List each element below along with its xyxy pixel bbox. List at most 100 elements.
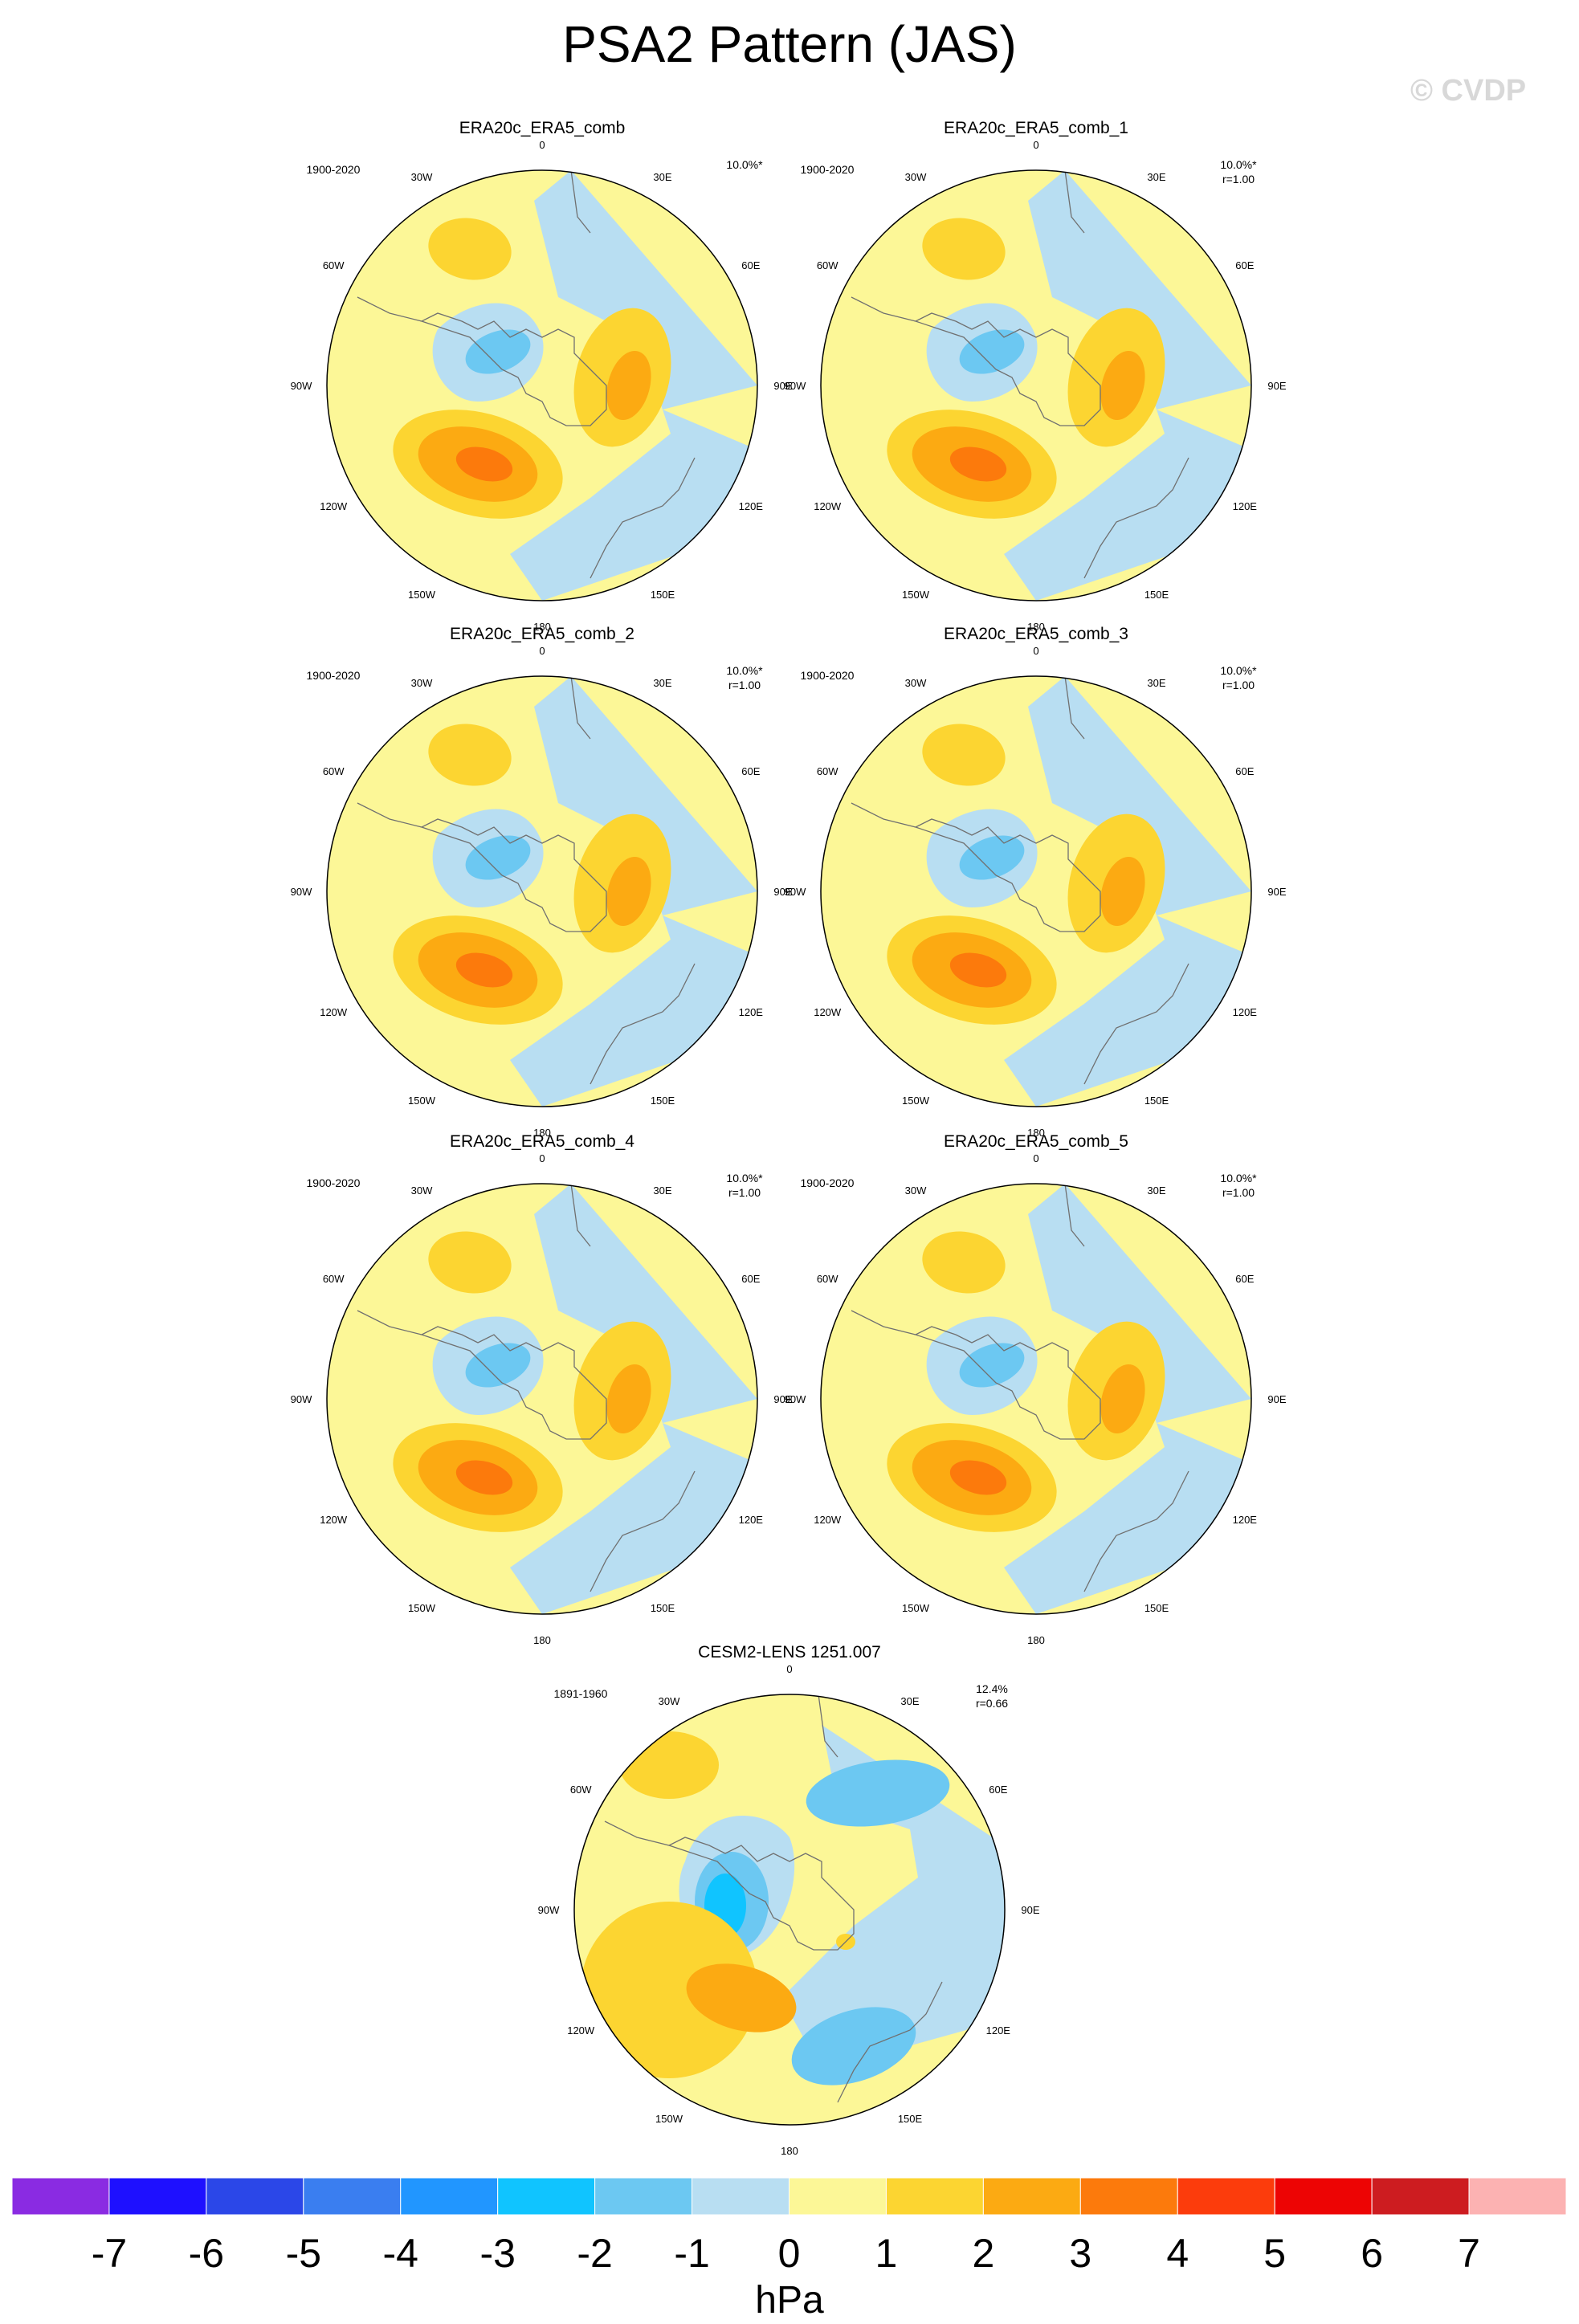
lon-label: 60E: [1235, 259, 1254, 271]
lon-label: 180: [533, 1634, 551, 1646]
coastline: [1064, 170, 1085, 234]
lon-label: 0: [786, 1663, 792, 1675]
polar-map: 0 30E 60E 90E 120E 150E 180 150W 120W 90W 60W 30W: [291, 645, 793, 1139]
coastline: [818, 1694, 838, 1758]
colorbar-tick-label: -7: [92, 2231, 127, 2276]
variance-percent: 10.0%*: [726, 1172, 763, 1184]
lon-label: 90W: [291, 380, 312, 392]
map-panel-2: 0 30E 60E 90E 120E 150E 180 150W 120W 90W 60W 30W ER…: [785, 119, 1287, 633]
coastline: [590, 1470, 696, 1592]
lon-label: 90W: [785, 886, 806, 898]
lon-label: 150E: [1144, 1602, 1169, 1614]
polar-map: 0 30E 60E 90E 120E 150E 180 150W 120W 90W 60W 30W: [785, 1152, 1287, 1646]
contour-region: [1100, 350, 1145, 421]
colorbar-swatch: [1177, 2177, 1275, 2216]
lon-label: 150E: [1144, 589, 1169, 601]
lon-label: 0: [539, 139, 545, 151]
contour-region: [806, 1759, 950, 1827]
lon-label: 180: [781, 2145, 798, 2157]
contour-region: [791, 2007, 916, 2085]
contour-region: [1004, 676, 1251, 1107]
polar-map: 0 30E 60E 90E 120E 150E 180 150W 120W 90W 60W 30W: [291, 139, 793, 633]
lon-label: 60E: [1235, 1273, 1254, 1285]
map-panel-5: 0 30E 60E 90E 120E 150E 180 150W 120W 90W 60W 30W ER…: [291, 1132, 793, 1646]
coastline: [1083, 457, 1189, 579]
contour-region: [1004, 170, 1251, 601]
lon-label: 180: [1027, 1127, 1045, 1139]
contour-region: [1100, 856, 1145, 927]
lon-label: 150W: [902, 589, 930, 601]
coastline: [570, 170, 591, 234]
period-label: 1900-2020: [307, 669, 361, 682]
lon-label: 150E: [651, 589, 675, 601]
contour-region: [922, 218, 1006, 280]
lon-label: 90W: [538, 1904, 560, 1916]
variance-percent: 12.4%: [976, 1682, 1008, 1695]
lon-label: 120E: [739, 500, 764, 512]
colorbar-tick-label: -1: [674, 2231, 709, 2276]
period-label: 1900-2020: [307, 1176, 361, 1189]
map-border: [820, 1183, 1252, 1615]
lon-label: 60E: [741, 259, 760, 271]
period-label: 1900-2020: [801, 669, 855, 682]
lon-label: 120W: [814, 1006, 842, 1018]
panel-title: ERA20c_ERA5_comb_5: [944, 1132, 1128, 1151]
variance-percent: 10.0%*: [1220, 158, 1257, 171]
map-panel-6: 0 30E 60E 90E 120E 150E 180 150W 120W 90W 60W 30W ER…: [785, 1132, 1287, 1646]
contour-region: [959, 835, 1025, 880]
colorbar-tick-label: 6: [1361, 2231, 1383, 2276]
lon-label: 150E: [651, 1602, 675, 1614]
colorbar-swatch: [1079, 2177, 1178, 2216]
contour-region: [581, 1902, 757, 2078]
polar-map: 0 30E 60E 90E 120E 150E 180 150W 120W 90W 60W 30W: [785, 645, 1287, 1139]
lon-label: 30W: [659, 1695, 680, 1707]
lon-label: 120E: [1233, 1006, 1258, 1018]
lon-label: 90E: [773, 886, 792, 898]
lon-label: 180: [533, 621, 551, 633]
colorbar-tick-label: -2: [577, 2231, 612, 2276]
lon-label: 30E: [1147, 677, 1165, 689]
contour-region: [465, 1343, 531, 1388]
coastline: [667, 1837, 855, 1951]
lon-label: 150W: [655, 2113, 683, 2125]
colorbar-swatch: [982, 2177, 1081, 2216]
lon-label: 30W: [411, 171, 433, 183]
colorbar-tick-label: -4: [383, 2231, 418, 2276]
colorbar-swatch: [11, 2177, 110, 2216]
lon-label: 90E: [1267, 886, 1286, 898]
map-border: [573, 1694, 1006, 2126]
map-border: [326, 169, 758, 601]
lon-label: 150W: [408, 589, 436, 601]
correlation-label: r=1.00: [728, 1186, 761, 1199]
lon-label: 120W: [814, 500, 842, 512]
contour-region: [606, 1364, 651, 1434]
map-panel-1: 0 30E 60E 90E 120E 150E 180 150W 120W 90W 60W 30W ER…: [291, 119, 793, 633]
contour-region: [465, 329, 531, 374]
map-border: [326, 675, 758, 1107]
coastline: [420, 312, 607, 426]
contour-region: [465, 835, 531, 880]
coastline: [1083, 963, 1189, 1085]
lon-label: 0: [1033, 645, 1038, 657]
lon-label: 90W: [291, 886, 312, 898]
lon-label: 120E: [739, 1006, 764, 1018]
lon-label: 90E: [773, 380, 792, 392]
colorbar-swatch: [594, 2177, 693, 2216]
coastline: [914, 818, 1101, 932]
coastline: [357, 1310, 422, 1335]
map-border: [820, 675, 1252, 1107]
contour-region: [922, 1231, 1006, 1294]
colorbar-tick-label: -6: [189, 2231, 224, 2276]
coastline: [590, 457, 696, 579]
lon-label: 30W: [411, 1184, 433, 1197]
lon-label: 30W: [905, 1184, 927, 1197]
coastline: [914, 1326, 1101, 1440]
lon-label: 120W: [567, 2024, 595, 2037]
colorbar-tick-label: -5: [286, 2231, 321, 2276]
map-panel-3: 0 30E 60E 90E 120E 150E 180 150W 120W 90W 60W 30W ER…: [291, 625, 793, 1139]
variance-percent: 10.0%*: [1220, 1172, 1257, 1184]
lon-label: 180: [1027, 621, 1045, 633]
lon-label: 60W: [323, 765, 345, 777]
lon-label: 60W: [323, 1273, 345, 1285]
lon-label: 60E: [741, 765, 760, 777]
